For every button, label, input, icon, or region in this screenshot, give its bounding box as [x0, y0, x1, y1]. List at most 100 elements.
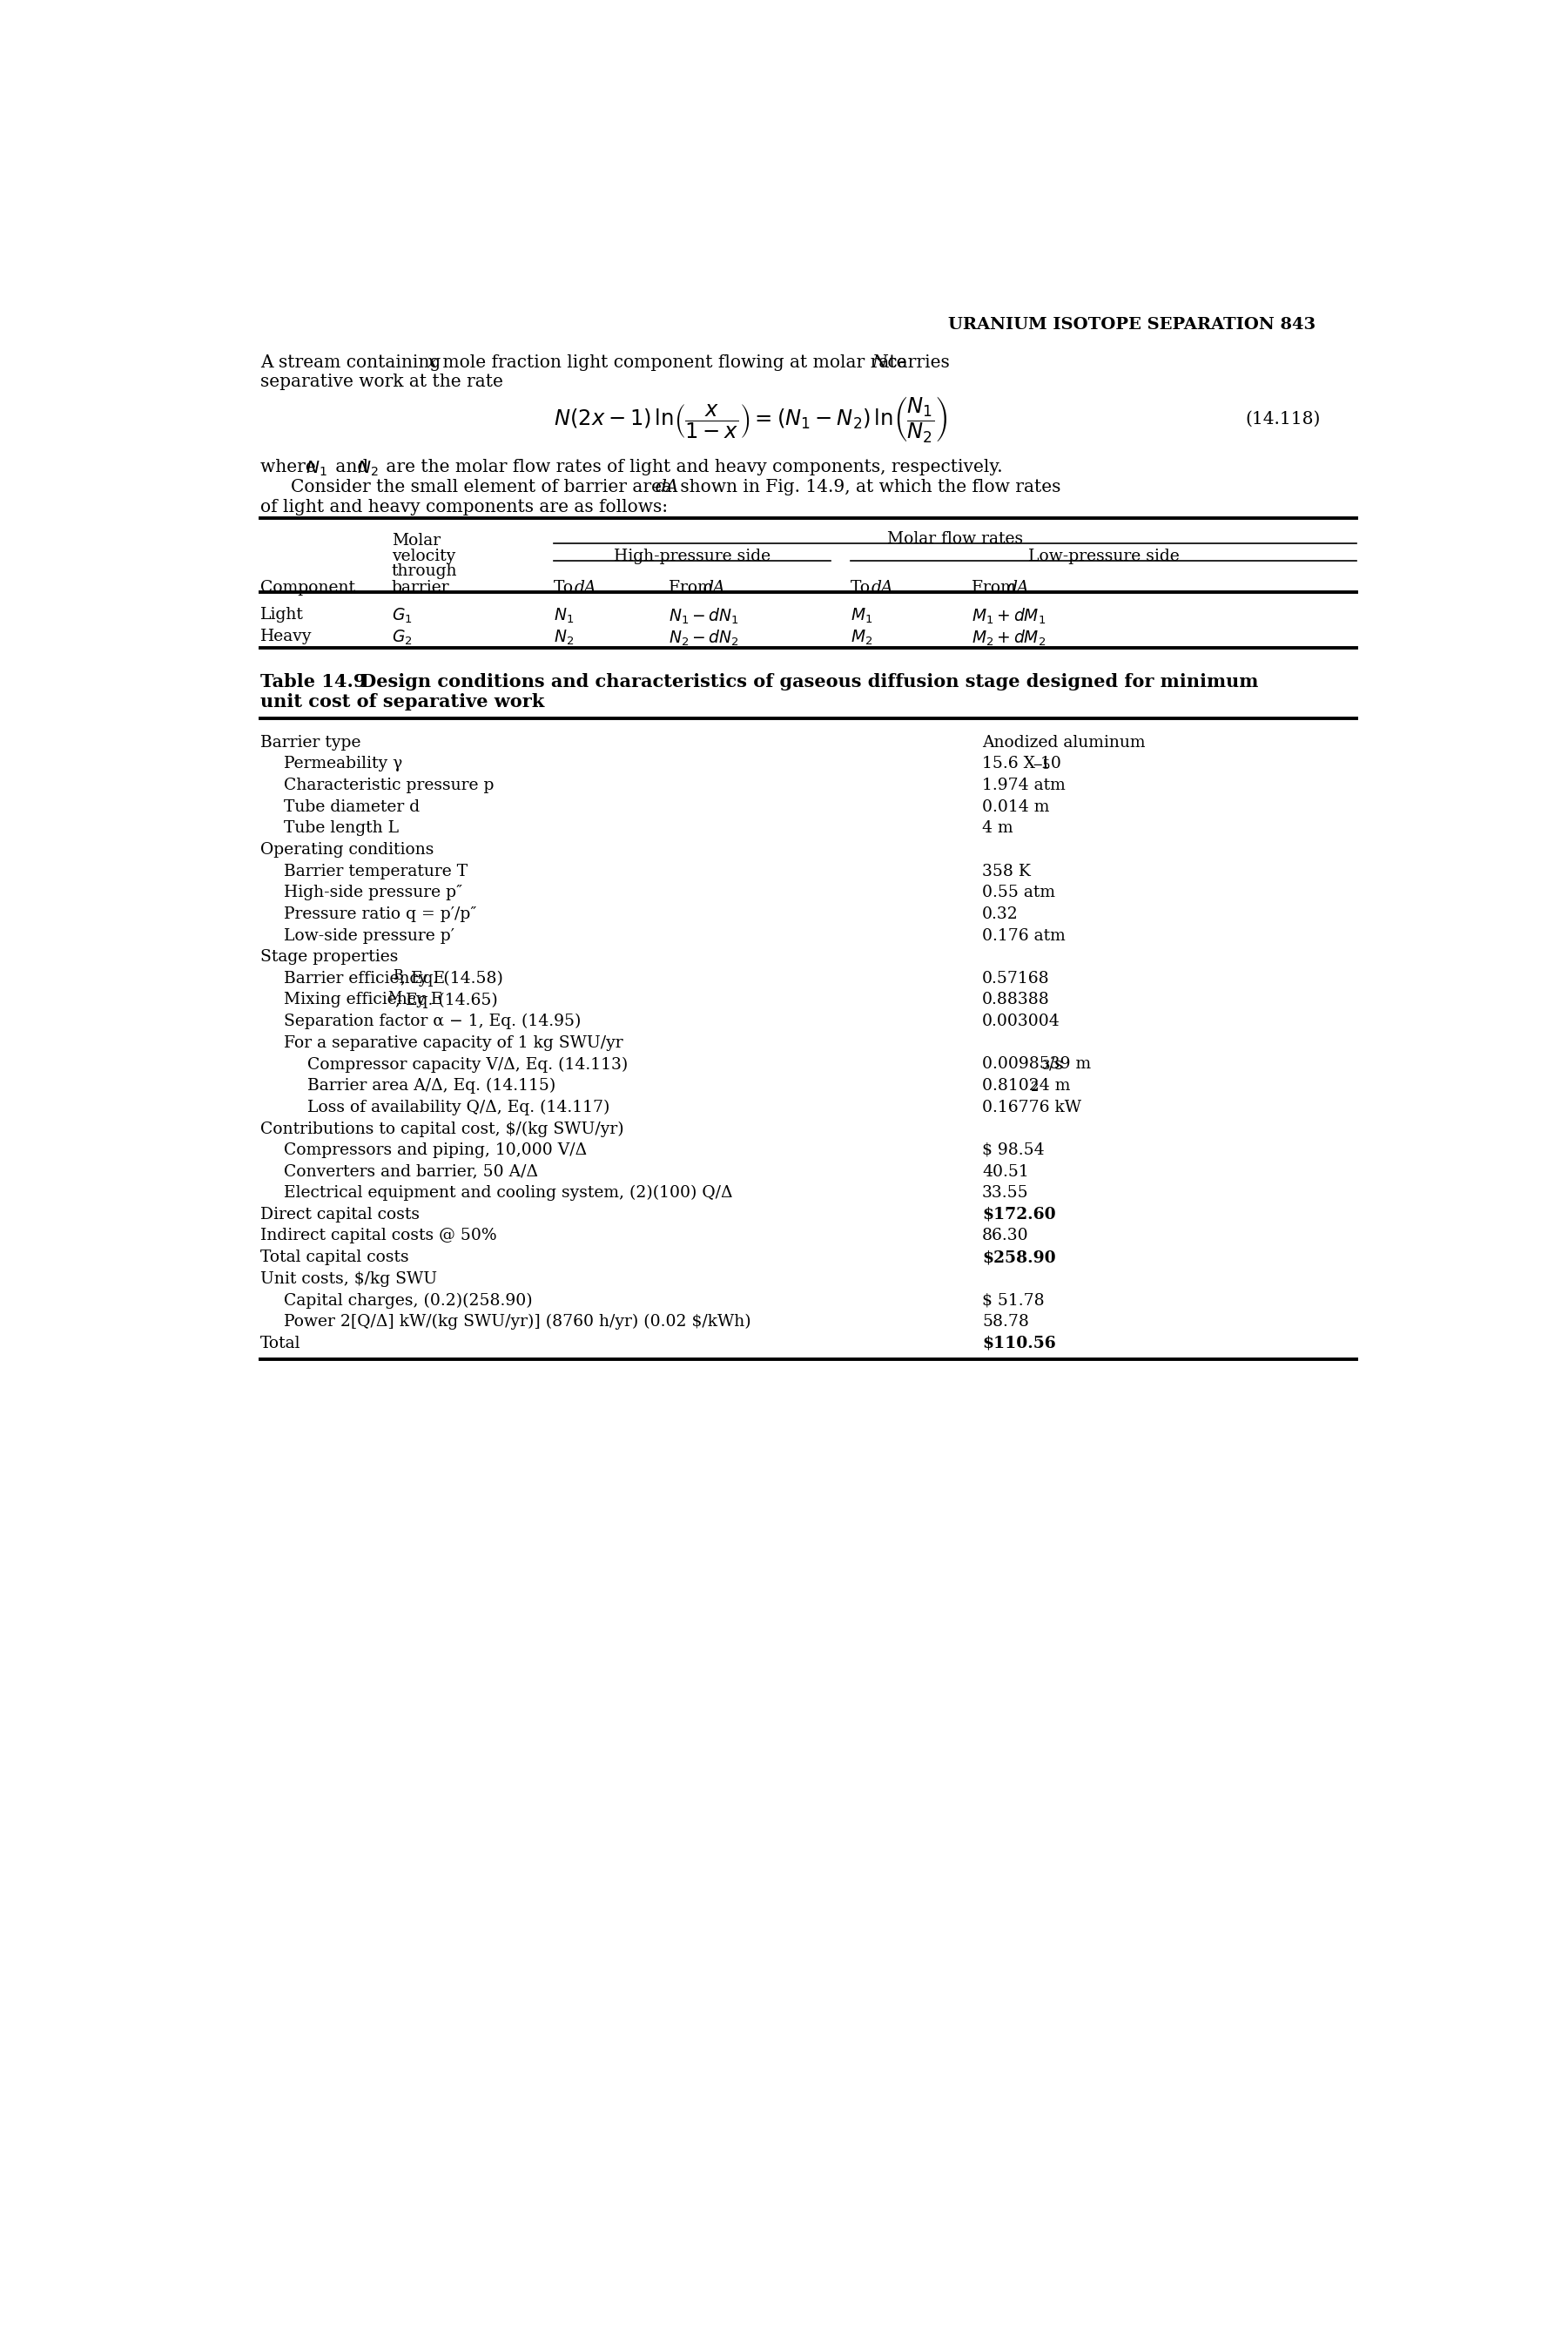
- Text: , Eq. (14.65): , Eq. (14.65): [395, 992, 497, 1009]
- Text: Molar: Molar: [392, 534, 441, 548]
- Text: Barrier type: Barrier type: [260, 736, 361, 750]
- Text: Contributions to capital cost, $/(kg SWU/yr): Contributions to capital cost, $/(kg SWU…: [260, 1121, 624, 1138]
- Text: mole fraction light component flowing at molar rate: mole fraction light component flowing at…: [437, 355, 913, 371]
- Text: High-pressure side: High-pressure side: [613, 548, 770, 564]
- Text: 0.88388: 0.88388: [982, 992, 1049, 1009]
- Text: $N_1-dN_1$: $N_1-dN_1$: [668, 607, 739, 625]
- Text: Low-pressure side: Low-pressure side: [1029, 548, 1179, 564]
- Text: barrier: barrier: [392, 581, 450, 595]
- Text: $M_2+dM_2$: $M_2+dM_2$: [972, 628, 1046, 649]
- Text: Low-side pressure p′: Low-side pressure p′: [284, 929, 455, 943]
- Text: 0.0098539 m: 0.0098539 m: [982, 1056, 1091, 1072]
- Text: /s: /s: [1049, 1056, 1063, 1072]
- Text: N: N: [872, 355, 887, 371]
- Text: From: From: [972, 581, 1021, 595]
- Text: 3: 3: [1043, 1060, 1051, 1072]
- Text: Design conditions and characteristics of gaseous diffusion stage designed for mi: Design conditions and characteristics of…: [354, 672, 1259, 691]
- Text: where: where: [260, 458, 321, 475]
- Text: separative work at the rate: separative work at the rate: [260, 374, 503, 390]
- Text: unit cost of separative work: unit cost of separative work: [260, 694, 544, 710]
- Text: $N_2-dN_2$: $N_2-dN_2$: [668, 628, 739, 649]
- Text: Tube length L: Tube length L: [284, 820, 398, 837]
- Text: Barrier area A/Δ, Eq. (14.115): Barrier area A/Δ, Eq. (14.115): [307, 1079, 555, 1093]
- Text: $M_1+dM_1$: $M_1+dM_1$: [972, 607, 1046, 625]
- Text: Direct capital costs: Direct capital costs: [260, 1206, 419, 1223]
- Text: $N_1$: $N_1$: [306, 458, 328, 477]
- Text: Characteristic pressure p: Characteristic pressure p: [284, 778, 494, 792]
- Text: 86.30: 86.30: [982, 1227, 1029, 1244]
- Text: Operating conditions: Operating conditions: [260, 842, 434, 858]
- Text: Compressors and piping, 10,000 V/Δ: Compressors and piping, 10,000 V/Δ: [284, 1143, 586, 1159]
- Text: Loss of availability Q/Δ, Eq. (14.117): Loss of availability Q/Δ, Eq. (14.117): [307, 1100, 610, 1114]
- Text: Total capital costs: Total capital costs: [260, 1251, 409, 1265]
- Text: High-side pressure p″: High-side pressure p″: [284, 884, 463, 900]
- Text: Consider the small element of barrier area: Consider the small element of barrier ar…: [290, 480, 677, 496]
- Text: Light: Light: [260, 607, 304, 623]
- Text: 2: 2: [1032, 1081, 1040, 1093]
- Text: To: To: [554, 581, 579, 595]
- Text: $G_1$: $G_1$: [392, 607, 412, 625]
- Text: 0.16776 kW: 0.16776 kW: [982, 1100, 1082, 1114]
- Text: Heavy: Heavy: [260, 628, 312, 644]
- Text: of light and heavy components are as follows:: of light and heavy components are as fol…: [260, 498, 668, 515]
- Text: Anodized aluminum: Anodized aluminum: [982, 736, 1145, 750]
- Text: Tube diameter d: Tube diameter d: [284, 799, 420, 816]
- Text: 0.003004: 0.003004: [982, 1013, 1060, 1030]
- Text: 40.51: 40.51: [982, 1164, 1029, 1180]
- Text: 0.55 atm: 0.55 atm: [982, 884, 1055, 900]
- Text: $110.56: $110.56: [982, 1335, 1055, 1352]
- Text: dA: dA: [574, 581, 596, 595]
- Text: $G_2$: $G_2$: [392, 628, 412, 647]
- Text: dA: dA: [1007, 581, 1029, 595]
- Text: 1.974 atm: 1.974 atm: [982, 778, 1065, 792]
- Text: carries: carries: [883, 355, 950, 371]
- Text: are the molar flow rates of light and heavy components, respectively.: are the molar flow rates of light and he…: [379, 458, 1002, 475]
- Text: $ 98.54: $ 98.54: [982, 1143, 1044, 1159]
- Text: $258.90: $258.90: [982, 1251, 1055, 1265]
- Text: shown in Fig. 14.9, at which the flow rates: shown in Fig. 14.9, at which the flow ra…: [674, 480, 1060, 496]
- Text: (14.118): (14.118): [1245, 411, 1320, 428]
- Text: dA: dA: [655, 480, 679, 496]
- Text: From: From: [668, 581, 718, 595]
- Text: $N(2x-1)\,\ln\!\left(\dfrac{x}{1-x}\right) = (N_1 - N_2)\,\ln\!\left(\dfrac{N_1}: $N(2x-1)\,\ln\!\left(\dfrac{x}{1-x}\righ…: [554, 395, 947, 444]
- Text: Indirect capital costs @ 50%: Indirect capital costs @ 50%: [260, 1227, 497, 1244]
- Text: through: through: [392, 564, 458, 578]
- Text: $172.60: $172.60: [982, 1206, 1055, 1223]
- Text: Component: Component: [260, 581, 354, 595]
- Text: 58.78: 58.78: [982, 1314, 1029, 1331]
- Text: $N_2$: $N_2$: [554, 628, 574, 647]
- Text: Barrier temperature T: Barrier temperature T: [284, 863, 467, 879]
- Text: Electrical equipment and cooling system, (2)(100) Q/Δ: Electrical equipment and cooling system,…: [284, 1185, 732, 1201]
- Text: $ 51.78: $ 51.78: [982, 1293, 1044, 1307]
- Text: Table 14.9: Table 14.9: [260, 672, 365, 691]
- Text: $N_2$: $N_2$: [356, 458, 378, 477]
- Text: Stage properties: Stage properties: [260, 950, 398, 964]
- Text: −5: −5: [1032, 759, 1051, 771]
- Text: $M_1$: $M_1$: [850, 607, 872, 625]
- Text: Pressure ratio q = p′/p″: Pressure ratio q = p′/p″: [284, 907, 477, 922]
- Text: Barrier efficiency E: Barrier efficiency E: [284, 971, 445, 987]
- Text: Molar flow rates: Molar flow rates: [887, 531, 1022, 548]
- Text: A stream containing: A stream containing: [260, 355, 445, 371]
- Text: x: x: [428, 355, 437, 371]
- Text: 4 m: 4 m: [982, 820, 1013, 837]
- Text: Total: Total: [260, 1335, 301, 1352]
- Text: 0.014 m: 0.014 m: [982, 799, 1049, 816]
- Text: 33.55: 33.55: [982, 1185, 1029, 1201]
- Text: Power 2[Q/Δ] kW/(kg SWU/yr)] (8760 h/yr) (0.02 $/kWh): Power 2[Q/Δ] kW/(kg SWU/yr)] (8760 h/yr)…: [284, 1314, 751, 1331]
- Text: Converters and barrier, 50 A/Δ: Converters and barrier, 50 A/Δ: [284, 1164, 538, 1180]
- Text: B: B: [394, 969, 403, 983]
- Text: 0.81024 m: 0.81024 m: [982, 1079, 1071, 1093]
- Text: Capital charges, (0.2)(258.90): Capital charges, (0.2)(258.90): [284, 1293, 533, 1310]
- Text: URANIUM ISOTOPE SEPARATION 843: URANIUM ISOTOPE SEPARATION 843: [949, 317, 1316, 331]
- Text: dA: dA: [870, 581, 892, 595]
- Text: 0.176 atm: 0.176 atm: [982, 929, 1065, 943]
- Text: 0.57168: 0.57168: [982, 971, 1049, 987]
- Text: 0.32: 0.32: [982, 907, 1019, 922]
- Text: $M_2$: $M_2$: [850, 628, 872, 647]
- Text: M: M: [387, 990, 401, 1004]
- Text: dA: dA: [704, 581, 726, 595]
- Text: Permeability γ: Permeability γ: [284, 757, 403, 771]
- Text: 358 K: 358 K: [982, 863, 1030, 879]
- Text: Unit costs, $/kg SWU: Unit costs, $/kg SWU: [260, 1272, 437, 1286]
